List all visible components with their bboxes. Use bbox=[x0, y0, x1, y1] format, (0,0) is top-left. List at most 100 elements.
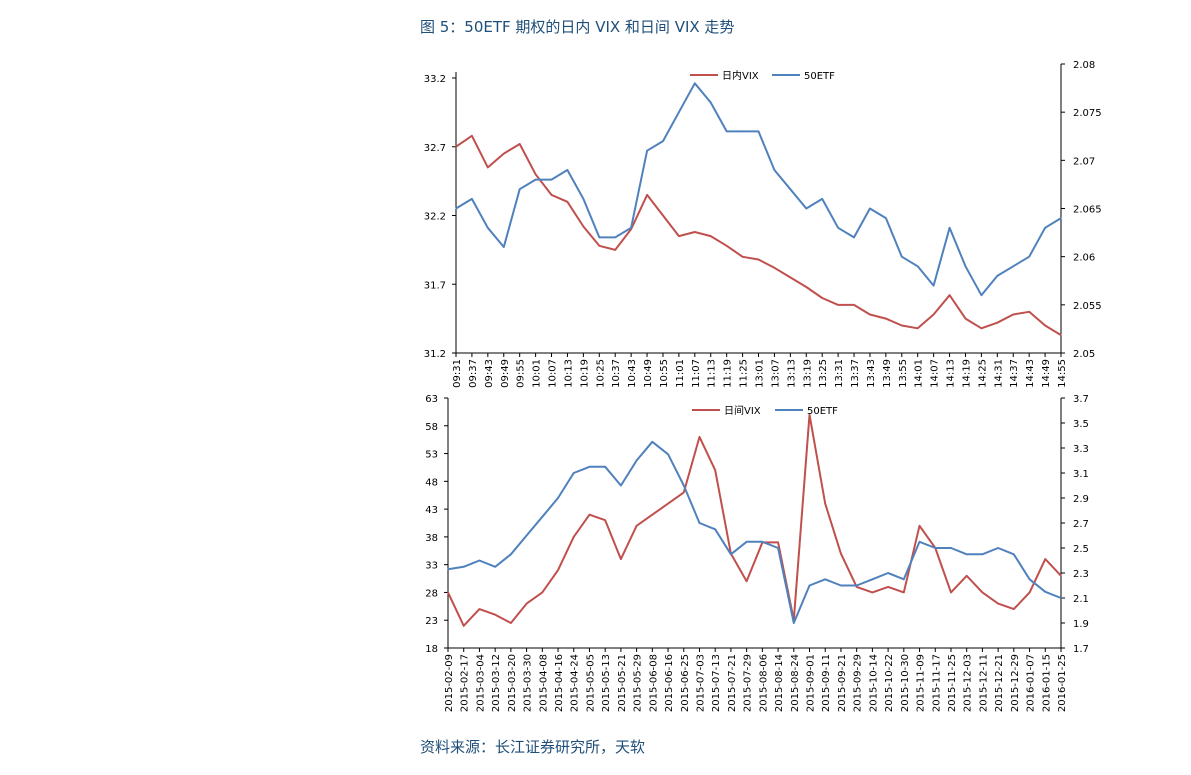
x-tick-label: 2015-09-29 bbox=[853, 654, 864, 712]
data-point bbox=[503, 246, 505, 248]
data-point bbox=[598, 236, 600, 238]
data-point bbox=[683, 484, 685, 487]
x-tick-label: 13:07 bbox=[770, 359, 781, 388]
x-tick-label: 2015-04-24 bbox=[570, 654, 581, 712]
data-point bbox=[869, 207, 871, 210]
data-point bbox=[887, 586, 889, 588]
x-tick-label: 14:13 bbox=[946, 359, 957, 388]
data-point bbox=[1044, 227, 1046, 229]
x-tick-label: 14:31 bbox=[993, 359, 1004, 388]
data-point bbox=[535, 173, 537, 175]
x-tick-label: 13:43 bbox=[866, 359, 877, 388]
data-point bbox=[966, 575, 968, 577]
x-tick-label: 2015-03-12 bbox=[491, 654, 502, 712]
data-point bbox=[871, 578, 873, 580]
right-tick-label: 2.5 bbox=[1073, 544, 1089, 555]
data-point bbox=[478, 608, 481, 610]
data-point bbox=[525, 534, 528, 537]
data-point bbox=[887, 572, 889, 574]
data-point bbox=[948, 227, 951, 229]
data-point bbox=[683, 491, 685, 494]
data-point bbox=[694, 231, 696, 233]
data-point bbox=[853, 304, 855, 306]
right-tick-label: 3.7 bbox=[1073, 394, 1089, 405]
data-point bbox=[541, 516, 543, 518]
data-point bbox=[777, 541, 779, 544]
data-point bbox=[566, 201, 569, 203]
x-tick-label: 2016-01-15 bbox=[1041, 654, 1052, 712]
x-tick-label: 13:49 bbox=[882, 359, 893, 388]
data-point bbox=[463, 625, 465, 627]
x-tick-label: 13:13 bbox=[786, 359, 797, 388]
x-tick-label: 2015-07-21 bbox=[727, 654, 738, 712]
series-line-etf bbox=[447, 440, 1062, 624]
x-tick-label: 2015-07-03 bbox=[695, 654, 706, 712]
x-tick-label: 10:49 bbox=[643, 359, 654, 388]
figure-source: 资料来源：长江证券研究所，天软 bbox=[420, 738, 646, 756]
data-point bbox=[1060, 575, 1062, 577]
data-point bbox=[573, 472, 575, 474]
data-point bbox=[773, 267, 776, 269]
data-point bbox=[966, 553, 968, 555]
data-point bbox=[494, 614, 496, 616]
data-point bbox=[856, 586, 858, 588]
x-tick-label: 2015-02-17 bbox=[460, 654, 471, 712]
legend-label: 50ETF bbox=[804, 71, 835, 82]
data-point bbox=[1044, 591, 1046, 593]
x-tick-label: 13:37 bbox=[850, 359, 861, 388]
data-point bbox=[964, 318, 967, 320]
data-point bbox=[840, 552, 842, 555]
data-point bbox=[478, 559, 481, 562]
x-tick-label: 2015-10-30 bbox=[900, 654, 911, 712]
data-point bbox=[1060, 334, 1062, 336]
data-point bbox=[996, 322, 998, 324]
left-tick-label: 43 bbox=[425, 505, 438, 516]
right-tick-label: 2.055 bbox=[1073, 301, 1102, 312]
chart-2: 63 58 53 48 43 38 33 28 23 18 3.7 3.5 3.3 3.1 2.9 2.7 2.… bbox=[425, 394, 1089, 712]
x-tick-label: 2015-06-25 bbox=[680, 654, 691, 712]
left-tick-label: 33.2 bbox=[424, 74, 446, 85]
data-point bbox=[901, 324, 903, 327]
right-tick-label: 2.7 bbox=[1073, 519, 1089, 530]
left-tick-label: 28 bbox=[425, 588, 438, 599]
series-line-vix bbox=[455, 134, 1062, 336]
data-point bbox=[620, 484, 622, 487]
legend-label: 日间VIX bbox=[724, 404, 761, 417]
data-point bbox=[980, 327, 982, 329]
data-point bbox=[917, 327, 919, 329]
x-tick-label: 11:07 bbox=[691, 359, 702, 388]
left-tick-label: 31.7 bbox=[424, 280, 446, 291]
x-tick-label: 2015-06-08 bbox=[648, 654, 659, 712]
data-point bbox=[510, 553, 512, 555]
data-point bbox=[604, 519, 606, 521]
data-point bbox=[996, 275, 998, 277]
data-point bbox=[1013, 553, 1015, 555]
data-point bbox=[824, 578, 826, 580]
x-tick-label: 14:01 bbox=[914, 359, 925, 388]
x-tick-label: 2015-10-22 bbox=[884, 654, 895, 712]
x-tick-label: 11:13 bbox=[707, 359, 718, 388]
data-point bbox=[588, 466, 591, 468]
x-tick-label: 2015-03-04 bbox=[475, 654, 486, 712]
series-line-vix bbox=[447, 413, 1062, 627]
data-point bbox=[573, 536, 575, 538]
data-point bbox=[805, 286, 807, 288]
right-tick-label: 2.08 bbox=[1073, 60, 1095, 71]
data-point bbox=[918, 541, 921, 543]
x-tick-label: 13:31 bbox=[834, 359, 845, 388]
x-tick-label: 11:19 bbox=[723, 359, 734, 388]
data-point bbox=[1012, 313, 1014, 316]
x-tick-label: 2015-06-16 bbox=[664, 654, 675, 712]
x-tick-label: 14:25 bbox=[977, 359, 988, 388]
data-point bbox=[455, 207, 457, 210]
data-point bbox=[447, 568, 449, 570]
data-point bbox=[793, 622, 795, 624]
left-tick-label: 31.2 bbox=[424, 349, 446, 360]
data-point bbox=[950, 591, 952, 594]
data-point bbox=[757, 258, 760, 261]
data-point bbox=[620, 558, 622, 560]
data-point bbox=[808, 414, 811, 416]
data-point bbox=[678, 111, 680, 113]
data-point bbox=[933, 284, 935, 287]
data-point bbox=[471, 135, 473, 137]
